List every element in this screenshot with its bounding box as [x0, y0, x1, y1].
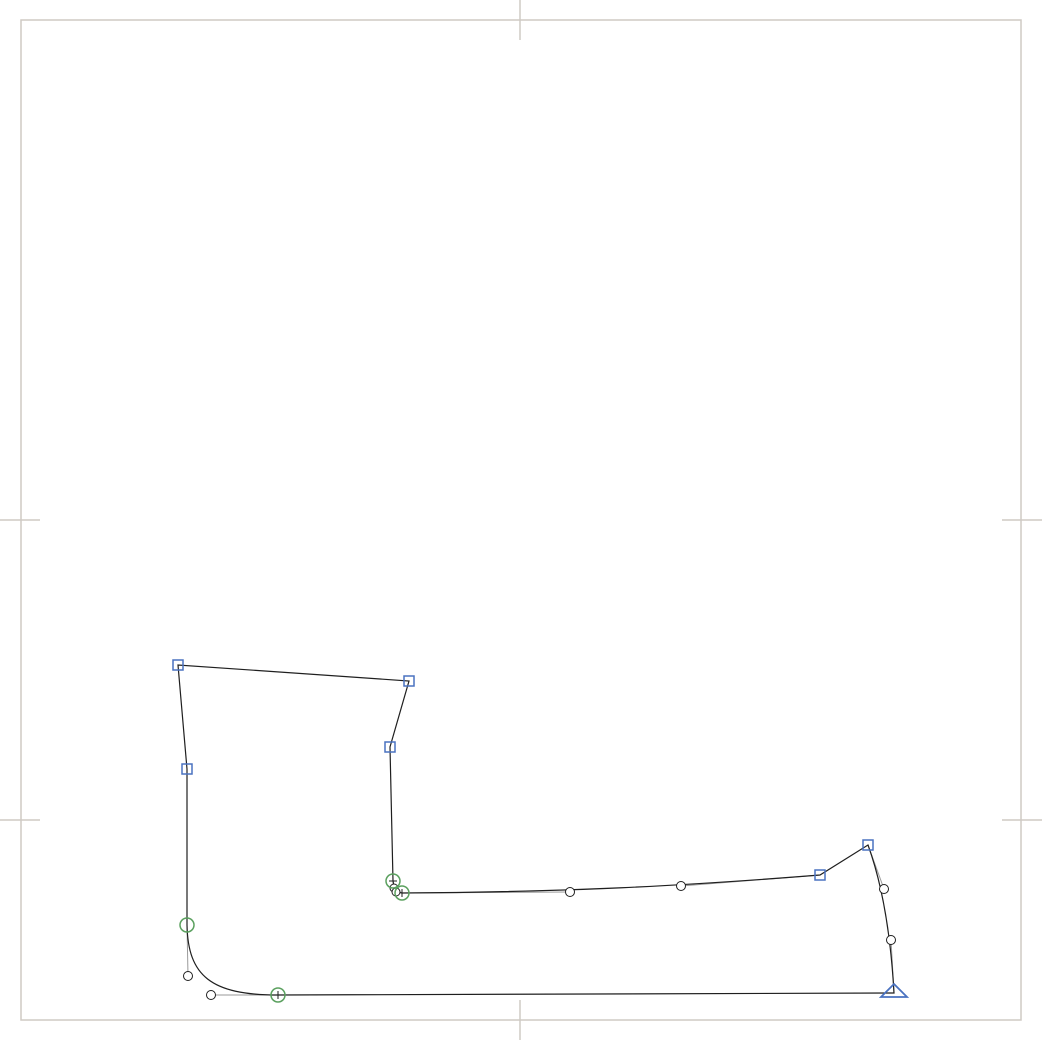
off-curve-point[interactable] [183, 971, 193, 981]
glyph-outline-path[interactable] [177, 664, 895, 996]
handle-lines [186, 844, 895, 996]
off-curve-point[interactable] [886, 935, 896, 945]
off-curve-point[interactable] [879, 884, 889, 894]
corner-point[interactable] [181, 763, 193, 775]
corner-points[interactable] [172, 659, 874, 881]
corner-point[interactable] [814, 869, 826, 881]
corner-point[interactable] [384, 741, 396, 753]
off-curve-point[interactable] [565, 887, 575, 897]
corner-point[interactable] [862, 839, 874, 851]
start-point-triangle[interactable] [878, 982, 910, 998]
off-curve-point[interactable] [206, 990, 216, 1000]
smooth-point[interactable] [179, 917, 195, 933]
off-curve-point[interactable] [676, 881, 686, 891]
corner-point[interactable] [172, 659, 184, 671]
em-frame [20, 19, 1022, 1021]
smooth-points[interactable] [179, 873, 410, 1003]
smooth-point[interactable] [270, 987, 286, 1003]
off-curve-points[interactable] [183, 881, 896, 1000]
corner-point[interactable] [403, 675, 415, 687]
smooth-point[interactable] [394, 885, 410, 901]
smooth-point[interactable] [385, 873, 401, 889]
